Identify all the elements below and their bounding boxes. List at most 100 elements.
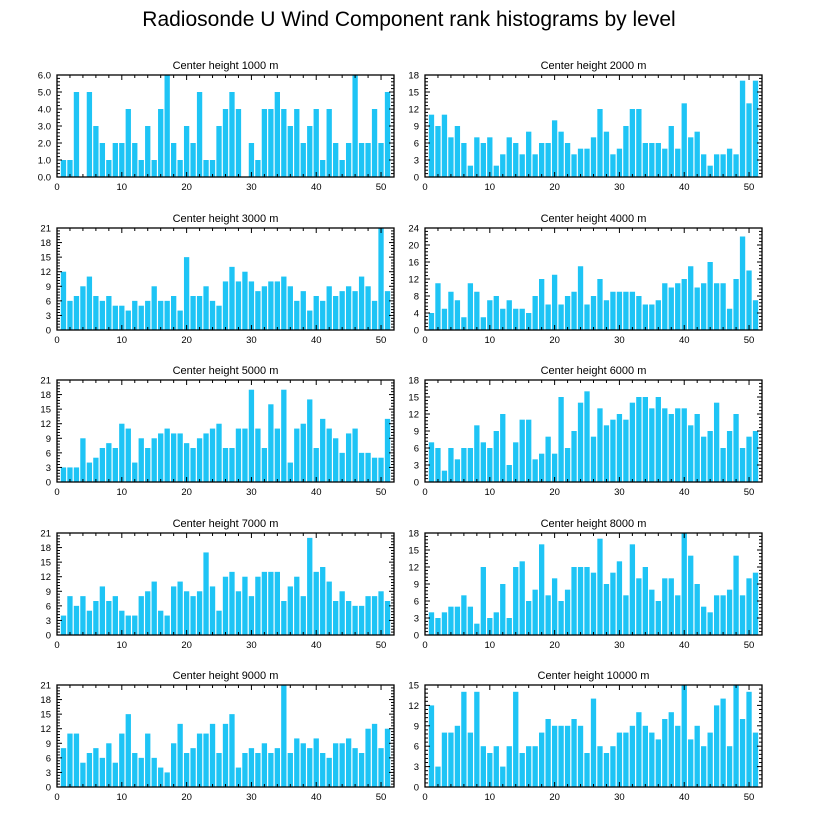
bar: [545, 595, 551, 635]
bar: [300, 423, 306, 482]
bar: [235, 767, 242, 787]
y-tick-label: 9: [46, 739, 51, 750]
bar: [345, 143, 352, 177]
bar: [428, 612, 435, 635]
x-tick-label: 0: [54, 335, 59, 346]
bar: [707, 165, 713, 177]
bar: [649, 304, 655, 330]
x-tick-label: 10: [485, 792, 496, 803]
bar: [629, 402, 636, 482]
bar: [539, 279, 545, 330]
y-tick-label: 18: [40, 238, 51, 249]
bar: [203, 733, 209, 787]
bar: [378, 591, 384, 635]
x-tick-label: 40: [311, 182, 322, 193]
bar: [500, 414, 506, 482]
bar: [629, 291, 636, 330]
x-tick-label: 20: [549, 792, 560, 803]
bar: [333, 601, 339, 635]
bar: [119, 610, 125, 635]
bar: [158, 109, 164, 177]
bar: [597, 746, 603, 787]
bar: [151, 160, 157, 177]
y-tick-label: 24: [408, 224, 419, 235]
x-tick-label: 30: [246, 487, 257, 498]
bar: [183, 126, 190, 177]
bar: [132, 753, 138, 787]
bar: [487, 618, 493, 635]
bar: [694, 725, 700, 787]
bar: [720, 154, 726, 177]
bar: [441, 308, 448, 330]
bar: [125, 310, 131, 330]
bar: [694, 131, 700, 177]
bar: [513, 691, 519, 787]
x-tick-label: 10: [117, 487, 128, 498]
bar: [506, 618, 512, 635]
bar: [158, 433, 164, 482]
bar: [701, 283, 707, 330]
bar: [320, 567, 326, 635]
bar: [177, 723, 183, 787]
bar: [726, 308, 733, 330]
bar: [106, 160, 112, 177]
bar: [93, 296, 99, 330]
bar: [112, 305, 118, 330]
bar: [183, 443, 190, 482]
bar: [242, 428, 248, 482]
bar: [222, 281, 229, 330]
bar: [132, 143, 138, 177]
bar: [222, 448, 229, 482]
bar: [294, 109, 300, 177]
bar: [345, 738, 352, 787]
panel-title: Center height 10000 m: [538, 670, 650, 682]
x-tick-label: 50: [744, 335, 755, 346]
bar: [493, 612, 499, 635]
bar: [287, 462, 293, 482]
y-tick-label: 3: [414, 156, 419, 167]
bar: [571, 291, 577, 330]
bar: [513, 143, 519, 177]
y-tick-label: 0: [414, 173, 419, 184]
bar: [235, 591, 242, 635]
bar: [603, 584, 610, 635]
bar: [229, 714, 235, 787]
bar: [345, 286, 352, 330]
panel-title: Center height 1000 m: [173, 60, 279, 72]
bar: [655, 601, 661, 635]
bar: [707, 262, 713, 330]
bar: [558, 725, 564, 787]
bar: [454, 459, 461, 482]
bar: [333, 743, 339, 787]
bar: [281, 109, 287, 177]
bar: [435, 126, 441, 177]
bar: [519, 753, 525, 787]
x-tick-label: 20: [181, 335, 192, 346]
bar: [467, 283, 474, 330]
bar: [255, 160, 261, 177]
bar: [261, 743, 268, 787]
x-tick-label: 30: [246, 335, 257, 346]
histogram-panel: Center height 2000 m 0 3 6 9 12 15 18 0 10 20 30 40 5…: [408, 60, 763, 193]
bar: [480, 567, 486, 635]
y-tick-label: 6: [414, 139, 419, 150]
bar: [668, 578, 674, 635]
bar: [636, 397, 642, 482]
bar: [60, 467, 67, 482]
bar: [506, 300, 512, 330]
bar: [726, 148, 733, 177]
bar: [532, 746, 538, 787]
bar: [287, 286, 293, 330]
x-tick-label: 40: [311, 487, 322, 498]
bar: [248, 143, 255, 177]
y-tick-label: 18: [408, 529, 419, 540]
x-tick-label: 50: [744, 640, 755, 651]
bar: [649, 732, 655, 787]
bar: [164, 300, 170, 330]
bar: [681, 685, 687, 787]
bar: [371, 109, 378, 177]
bar: [662, 719, 668, 787]
bar: [138, 596, 144, 635]
x-tick-label: 30: [614, 182, 625, 193]
